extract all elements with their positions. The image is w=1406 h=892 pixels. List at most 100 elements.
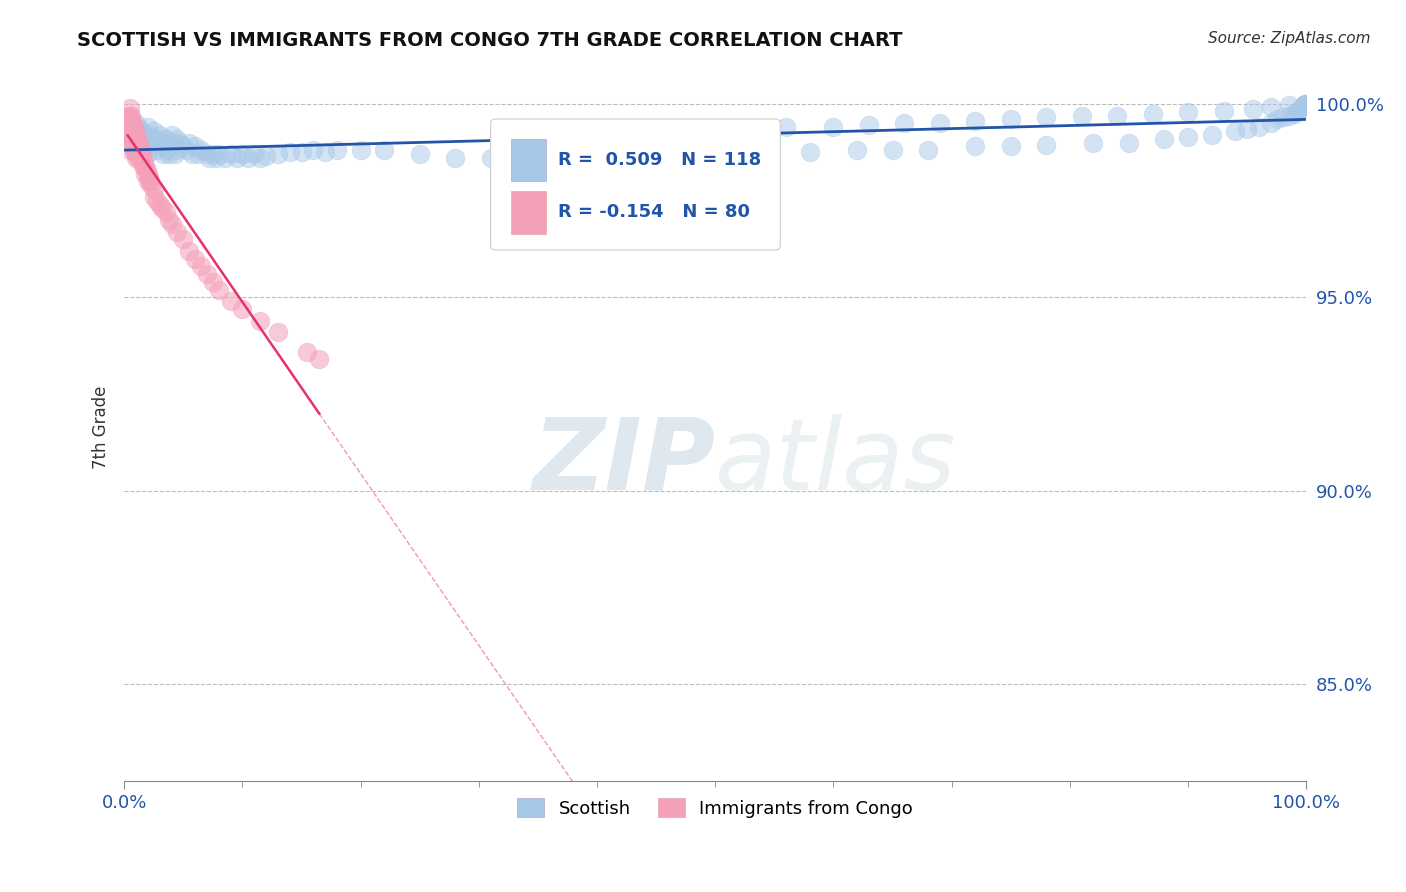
Point <box>195 147 218 161</box>
Point <box>219 294 242 309</box>
Point <box>1294 97 1316 112</box>
Text: R = -0.154   N = 80: R = -0.154 N = 80 <box>558 203 749 221</box>
Point <box>120 116 142 130</box>
Point <box>117 116 139 130</box>
Point <box>1201 128 1223 142</box>
Point <box>882 144 904 158</box>
Point <box>142 190 165 204</box>
Point <box>205 151 228 165</box>
Point <box>121 116 143 130</box>
Point <box>1107 109 1129 123</box>
Point <box>965 114 987 128</box>
Point <box>238 151 260 165</box>
Point <box>139 174 162 188</box>
Point <box>166 132 188 146</box>
Point <box>225 151 247 165</box>
Point <box>127 132 149 146</box>
Point <box>1083 136 1105 150</box>
Point <box>121 132 143 146</box>
Point <box>134 167 156 181</box>
Point <box>190 144 212 158</box>
Text: SCOTTISH VS IMMIGRANTS FROM CONGO 7TH GRADE CORRELATION CHART: SCOTTISH VS IMMIGRANTS FROM CONGO 7TH GR… <box>77 31 903 50</box>
Point <box>120 128 142 142</box>
Point <box>609 147 631 161</box>
Point <box>142 182 165 196</box>
Point <box>893 116 915 130</box>
Point <box>775 120 797 135</box>
Point <box>152 147 174 161</box>
Point <box>134 136 156 150</box>
FancyBboxPatch shape <box>510 191 546 234</box>
Point <box>846 144 869 158</box>
Point <box>166 225 188 239</box>
Point <box>128 132 150 146</box>
Point <box>124 132 146 146</box>
Point <box>208 147 231 161</box>
Point <box>1277 109 1299 123</box>
Point <box>160 139 183 153</box>
Point <box>142 136 165 150</box>
Point <box>184 139 207 153</box>
Point <box>1288 103 1310 117</box>
Point <box>124 128 146 142</box>
Text: atlas: atlas <box>716 414 957 511</box>
Point <box>127 139 149 153</box>
Point <box>1295 97 1317 112</box>
Point <box>1153 132 1175 146</box>
Point <box>120 120 142 135</box>
Point <box>657 149 679 163</box>
Point <box>157 147 180 161</box>
Point <box>1247 120 1270 135</box>
Point <box>136 132 159 146</box>
Point <box>135 162 157 177</box>
Point <box>127 139 149 153</box>
Point <box>1142 106 1164 120</box>
Point <box>150 136 173 150</box>
Point <box>129 144 152 158</box>
Point <box>138 170 160 185</box>
Point <box>1291 101 1313 115</box>
Point <box>131 155 153 169</box>
Point <box>243 147 266 161</box>
Point <box>122 120 145 135</box>
Point <box>120 124 142 138</box>
Point <box>1285 104 1308 119</box>
Point <box>1212 103 1234 118</box>
Point <box>444 151 467 165</box>
Point <box>160 128 183 142</box>
Point <box>160 217 183 231</box>
Point <box>1241 102 1264 116</box>
FancyBboxPatch shape <box>491 119 780 250</box>
Point <box>928 116 950 130</box>
Point <box>297 344 319 359</box>
Point <box>174 144 197 158</box>
Point <box>198 151 221 165</box>
Point <box>149 197 172 211</box>
Point <box>1284 106 1306 120</box>
Legend: Scottish, Immigrants from Congo: Scottish, Immigrants from Congo <box>510 791 921 825</box>
Point <box>156 136 179 150</box>
Point <box>1118 136 1140 150</box>
Point <box>145 132 167 146</box>
Point <box>751 147 773 161</box>
Point <box>122 120 145 135</box>
Point <box>120 144 142 158</box>
Point <box>128 139 150 153</box>
Point <box>704 147 727 161</box>
Point <box>120 101 142 115</box>
Point <box>155 132 177 146</box>
Point <box>129 151 152 165</box>
Point <box>179 244 201 258</box>
Text: ZIP: ZIP <box>533 414 716 511</box>
Point <box>134 159 156 173</box>
Point <box>120 109 142 123</box>
Point <box>219 147 242 161</box>
Point <box>1292 97 1315 112</box>
Point <box>799 145 821 160</box>
Point <box>127 136 149 150</box>
Point <box>125 144 148 158</box>
Point <box>125 128 148 142</box>
Point <box>1177 129 1199 144</box>
Y-axis label: 7th Grade: 7th Grade <box>93 385 110 468</box>
Point <box>965 139 987 153</box>
